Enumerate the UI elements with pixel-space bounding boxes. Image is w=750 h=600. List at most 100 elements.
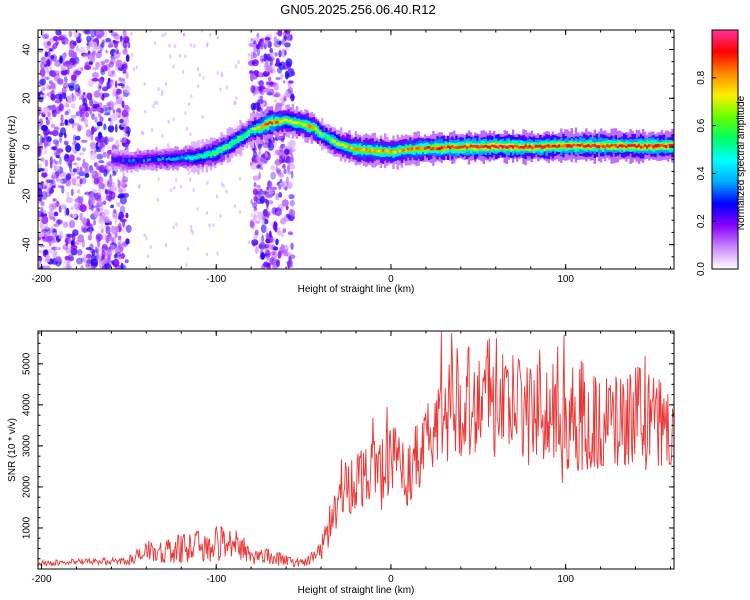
heatmap-cell [108,136,114,143]
heatmap-cell [272,223,277,231]
heatmap-cell [124,159,127,163]
heatmap-cell [75,242,82,246]
heatmap-cell [128,159,131,162]
heatmap-cell [280,138,285,143]
heatmap-cell [97,131,103,140]
heatmap-cell [153,101,157,105]
heatmap-cell [266,254,270,262]
heatmap-cell [534,144,538,148]
heatmap-cell [113,33,120,40]
heatmap-cell [100,60,106,66]
heatmap-cell [182,69,185,74]
heatmap-cell [516,145,519,148]
heatmap-cell [206,180,209,185]
heatmap-cell [41,34,48,39]
heatmap-cell [44,63,48,68]
heatmap-cell [411,147,414,150]
heatmap-cell [99,78,104,85]
heatmap-cell [272,119,276,123]
heatmap-cell [209,32,212,37]
heatmap-cell [46,44,53,51]
heatmap-cell [59,136,62,144]
heatmap-cell [288,194,295,200]
heatmap-cell [543,145,546,149]
heatmap-cell [276,168,281,173]
heatmap-cell [111,156,114,161]
heatmap-cell [53,159,56,164]
heatmap-cell [189,177,192,182]
heatmap-cell [72,229,79,237]
heatmap-cell [279,182,283,186]
heatmap-cell [67,94,73,104]
heatmap-cell [614,144,617,148]
heatmap-cell [276,230,283,236]
heatmap-cell [189,132,192,137]
heatmap-cell [234,64,238,69]
heatmap-cell [38,250,44,253]
heatmap-cell [51,83,56,89]
heatmap-cell [72,168,77,173]
heatmap-cell [247,240,250,245]
heatmap-cell [186,155,190,159]
heatmap-cell [78,112,82,121]
heatmap-cell [421,146,425,150]
heatmap-cell [270,165,276,171]
heatmap-cell [259,40,264,48]
heatmap-cell [105,226,111,235]
y-tick-label: 20 [22,92,33,104]
heatmap-cell [643,143,647,148]
heatmap-cell [59,122,65,126]
heatmap-cell [51,71,56,78]
heatmap-cell [365,148,368,152]
heatmap-cell [46,59,51,67]
heatmap-cell [132,158,135,162]
heatmap-cell [568,144,571,148]
heatmap-cell [50,55,55,60]
heatmap-cell [94,162,97,167]
heatmap-cell [152,104,155,109]
heatmap-cell [113,225,120,234]
heatmap-cell [90,30,97,38]
heatmap-cell [106,153,110,159]
heatmap-cell [278,155,284,164]
heatmap-cell [114,232,118,238]
heatmap-cell [257,191,264,198]
heatmap-cell [252,53,258,59]
heatmap-cell [262,124,265,128]
heatmap-cell [455,146,458,149]
heatmap-cell [41,137,45,144]
heatmap-cell [41,57,49,60]
heatmap-cell [38,124,42,130]
heatmap-cell [53,211,59,217]
heatmap-cell [562,144,565,148]
heatmap-cell [275,193,280,201]
heatmap-cell [138,183,141,188]
heatmap-cell [65,174,69,181]
heatmap-cell [52,216,56,222]
heatmap-cell [115,59,123,68]
heatmap-cell [110,186,117,192]
colorbar-tick-label: 0.6 [696,118,707,132]
heatmap-cell [84,111,89,118]
heatmap-cell [82,158,86,164]
heatmap-cell [70,206,74,211]
heatmap-cell [268,230,272,239]
heatmap-cell [499,144,502,148]
heatmap-cell [72,122,80,126]
heatmap-cell [243,133,246,137]
heatmap-cell [463,144,466,148]
heatmap-cell [40,62,46,70]
heatmap-cell [283,118,286,122]
heatmap-cell [80,264,84,269]
heatmap-cell [110,191,116,200]
heatmap-cell [112,173,116,177]
heatmap-cell [101,65,108,72]
heatmap-cell [482,145,485,149]
heatmap-cell [96,176,104,184]
heatmap-cell [612,143,615,147]
x-tick-label: 100 [557,274,574,285]
heatmap-cell [597,145,601,149]
heatmap-cells [38,30,674,269]
heatmap-cell [306,124,309,128]
heatmap-cell [281,199,289,207]
